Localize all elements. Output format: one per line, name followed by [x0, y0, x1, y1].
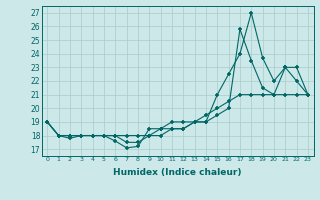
X-axis label: Humidex (Indice chaleur): Humidex (Indice chaleur)	[113, 168, 242, 177]
